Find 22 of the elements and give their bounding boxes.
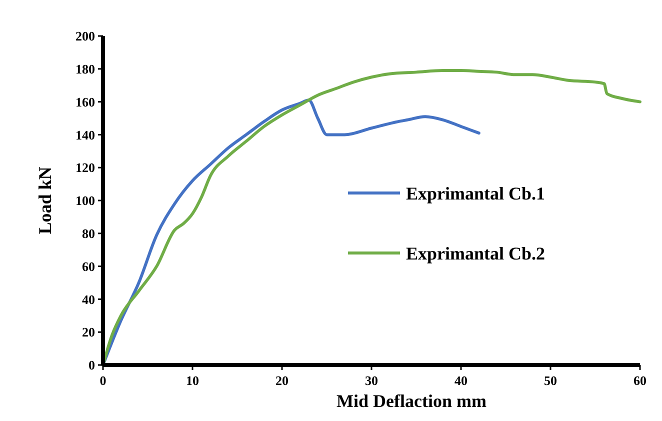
y-tick-label: 140 bbox=[76, 127, 95, 142]
y-tick-label: 100 bbox=[76, 193, 95, 208]
x-tick-label: 60 bbox=[634, 373, 646, 388]
y-tick-label: 80 bbox=[82, 226, 95, 241]
x-axis-title: Mid Deflaction mm bbox=[336, 391, 486, 411]
x-tick-label: 30 bbox=[365, 373, 378, 388]
legend-label: Exprimantal Cb.2 bbox=[406, 243, 546, 264]
y-tick-label: 120 bbox=[76, 160, 95, 176]
x-tick-label: 20 bbox=[276, 373, 288, 388]
y-tick-label: 40 bbox=[82, 292, 95, 307]
x-tick-label: 50 bbox=[544, 373, 557, 388]
x-tick-label: 0 bbox=[100, 373, 106, 388]
y-axis-title: Load kN bbox=[35, 166, 55, 234]
y-tick-label: 0 bbox=[88, 358, 95, 373]
y-tick-label: 200 bbox=[76, 28, 95, 44]
x-tick-label: 10 bbox=[186, 373, 199, 388]
legend-label: Exprimantal Cb.1 bbox=[406, 183, 546, 204]
y-tick-label: 60 bbox=[82, 258, 95, 274]
y-tick-label: 180 bbox=[76, 61, 95, 76]
y-tick-label: 160 bbox=[76, 94, 95, 110]
x-tick-label: 40 bbox=[454, 373, 468, 388]
y-tick-label: 20 bbox=[82, 324, 95, 340]
